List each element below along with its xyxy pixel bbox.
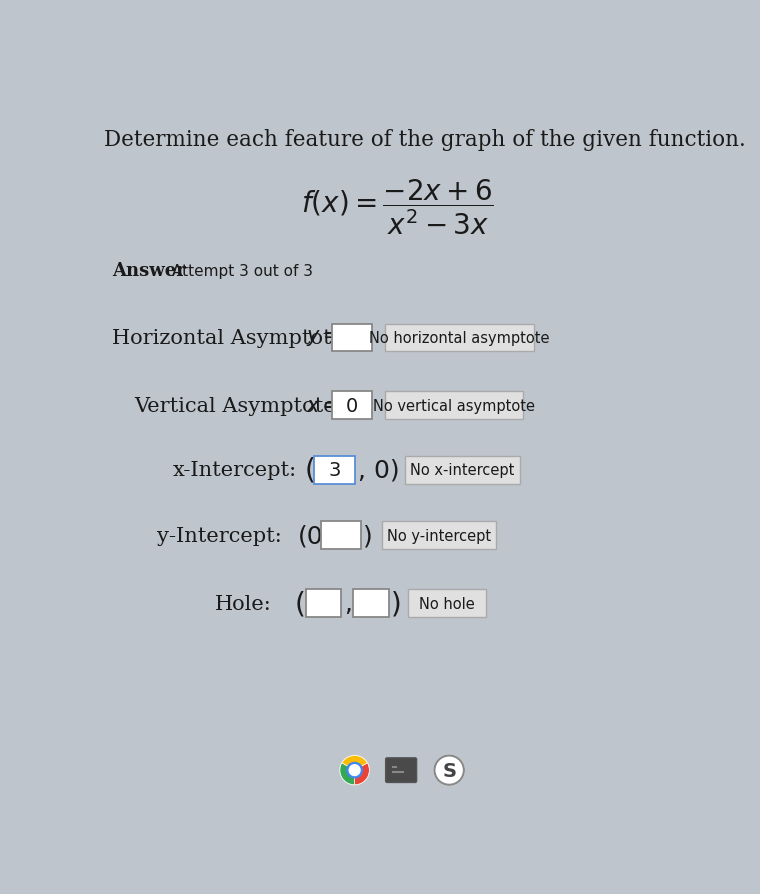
Text: S: S: [442, 761, 456, 780]
FancyBboxPatch shape: [306, 589, 341, 617]
Text: 0: 0: [346, 396, 359, 415]
Text: x-Intercept:: x-Intercept:: [173, 460, 296, 480]
Text: No x-intercept: No x-intercept: [410, 463, 515, 477]
Text: (: (: [295, 589, 306, 618]
Text: (0,: (0,: [298, 524, 331, 548]
Text: Answer: Answer: [112, 262, 185, 280]
Circle shape: [349, 765, 360, 776]
Text: No horizontal asymptote: No horizontal asymptote: [369, 331, 550, 345]
Wedge shape: [340, 763, 355, 785]
Text: Determine each feature of the graph of the given function.: Determine each feature of the graph of t…: [104, 129, 746, 151]
Text: Hole:: Hole:: [215, 594, 272, 613]
Text: , 0): , 0): [359, 459, 400, 482]
Text: 3: 3: [328, 460, 340, 480]
FancyBboxPatch shape: [315, 457, 355, 485]
FancyBboxPatch shape: [353, 589, 388, 617]
Text: $y =$: $y =$: [306, 328, 340, 348]
Text: $x =$: $x =$: [306, 396, 340, 416]
Text: Horizontal Asymptote:: Horizontal Asymptote:: [112, 328, 351, 348]
Text: Vertical Asymptote:: Vertical Asymptote:: [134, 396, 342, 415]
FancyBboxPatch shape: [408, 589, 486, 617]
FancyBboxPatch shape: [332, 392, 372, 419]
Wedge shape: [342, 755, 367, 771]
Circle shape: [435, 755, 464, 785]
Text: ,: ,: [344, 592, 352, 615]
Text: (: (: [304, 456, 315, 485]
FancyBboxPatch shape: [385, 392, 523, 419]
Text: ): ): [391, 589, 402, 618]
FancyBboxPatch shape: [321, 522, 361, 550]
Circle shape: [340, 755, 369, 785]
FancyBboxPatch shape: [332, 325, 372, 352]
FancyBboxPatch shape: [382, 522, 496, 550]
Wedge shape: [355, 763, 369, 785]
Text: No vertical asymptote: No vertical asymptote: [373, 398, 535, 413]
FancyBboxPatch shape: [405, 457, 520, 485]
Text: Attempt 3 out of 3: Attempt 3 out of 3: [173, 264, 313, 279]
FancyBboxPatch shape: [385, 325, 534, 352]
Circle shape: [347, 763, 363, 778]
Text: ): ): [363, 524, 373, 548]
Text: No hole: No hole: [419, 596, 475, 611]
FancyBboxPatch shape: [385, 758, 416, 782]
Text: No y-intercept: No y-intercept: [387, 528, 491, 544]
Text: $f(x) = \dfrac{-2x+6}{x^2-3x}$: $f(x) = \dfrac{-2x+6}{x^2-3x}$: [301, 178, 494, 237]
Text: y-Intercept:: y-Intercept:: [157, 527, 282, 545]
